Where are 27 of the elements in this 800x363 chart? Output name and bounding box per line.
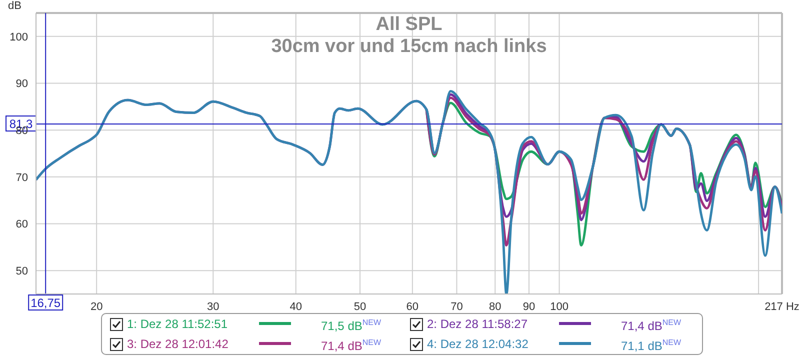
text: 3: Dez 28 12:01:42 bbox=[127, 337, 230, 351]
x-tick-label: 217 Hz bbox=[764, 300, 800, 313]
x-tick-label: 20 bbox=[90, 300, 103, 313]
y-tick-label: 100 bbox=[10, 31, 28, 44]
text: 30cm vor und 15cm nach links bbox=[270, 36, 548, 58]
y-tick-label: 50 bbox=[16, 265, 28, 278]
text: 71,4 dB$^{NEW}$ bbox=[321, 336, 382, 352]
text: 71,5 dB$^{NEW}$ bbox=[321, 316, 382, 332]
ref-line-label: 16,75 bbox=[30, 296, 61, 310]
x-tick-label: 70 bbox=[450, 300, 463, 313]
text: 71,1 dB$^{NEW}$ bbox=[621, 336, 682, 352]
y-tick-label: 60 bbox=[16, 218, 28, 231]
x-tick-label: 100 bbox=[550, 300, 568, 313]
x-tick-label: 90 bbox=[522, 300, 536, 313]
text: 71,4 dB$^{NEW}$ bbox=[621, 316, 682, 332]
text: 1: Dez 28 11:52:51 bbox=[127, 317, 229, 331]
x-tick-label: 60 bbox=[406, 300, 419, 313]
text: 2: Dez 28 11:58:27 bbox=[427, 317, 529, 331]
x-tick-label: 50 bbox=[354, 300, 366, 313]
y-tick-label: 90 bbox=[16, 78, 28, 90]
x-tick-label: 80 bbox=[489, 300, 502, 313]
x-tick-label: 40 bbox=[290, 300, 302, 313]
text: 4: Dez 28 12:04:32 bbox=[427, 337, 530, 351]
x-tick-label: 30 bbox=[207, 300, 220, 313]
y-axis-title: dB bbox=[8, 0, 22, 12]
chart-title: All SPL bbox=[374, 14, 444, 36]
y-tick-label: 70 bbox=[16, 172, 28, 184]
